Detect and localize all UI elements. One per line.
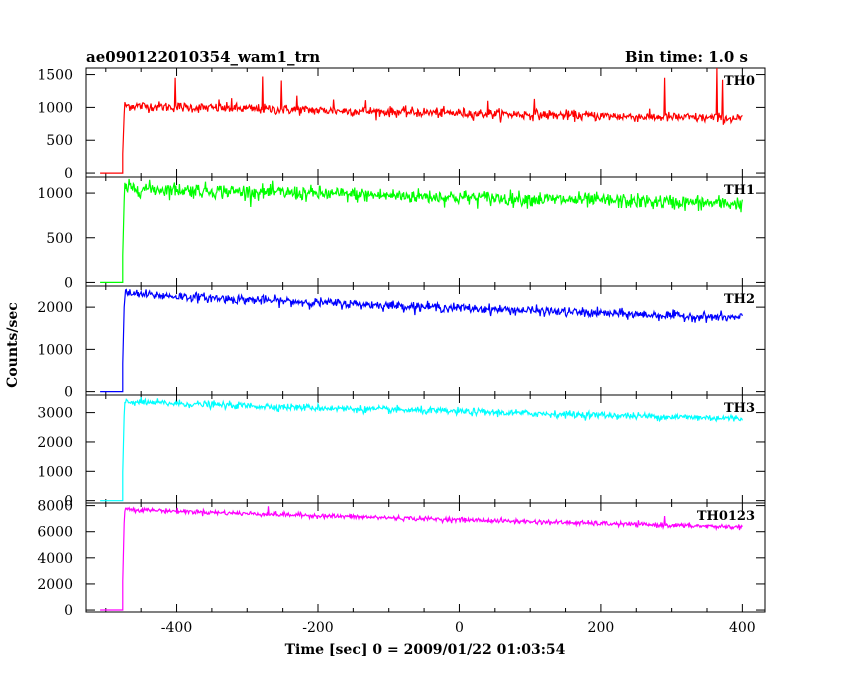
series-label: TH0 — [724, 74, 755, 89]
y-tick-label: 0 — [64, 494, 73, 510]
x-tick-label: 400 — [729, 620, 756, 636]
y-tick-label: 6000 — [37, 525, 73, 541]
y-tick-label: 0 — [64, 385, 73, 401]
y-tick-label: 0 — [64, 603, 73, 619]
panel-frame — [85, 176, 766, 287]
bin-time-label: Bin time: 1.0 s — [625, 48, 748, 66]
y-tick-label: 1000 — [37, 100, 73, 116]
x-tick-label: 0 — [455, 620, 464, 636]
series-line-th3 — [100, 397, 743, 502]
y-tick-label: 0 — [64, 166, 73, 182]
y-tick-label: 2000 — [37, 300, 73, 316]
panels-group: 0 500 1000 1500 TH0 0 500 1000 TH1 0 1000 2000 TH2 0 1… — [37, 67, 766, 619]
y-tick-label: 4000 — [37, 551, 73, 567]
series-line-th0123 — [100, 506, 743, 611]
series-line-th1 — [100, 178, 743, 283]
panel-th0: 0 500 1000 1500 TH0 — [37, 67, 766, 182]
panel-frame — [85, 285, 766, 396]
y-tick-label: 1500 — [37, 68, 73, 84]
series-line-th0 — [100, 67, 743, 174]
y-tick-label: 8000 — [37, 499, 73, 515]
panel-th2: 0 1000 2000 TH2 — [37, 285, 766, 401]
series-label: TH1 — [724, 183, 755, 198]
y-axis-label: Counts/sec — [5, 302, 21, 388]
y-tick-label: 3000 — [37, 406, 73, 422]
panel-frame — [85, 67, 766, 178]
series-line-th2 — [100, 288, 743, 393]
series-label: TH2 — [724, 292, 755, 307]
panel-th1: 0 500 1000 TH1 — [37, 176, 766, 291]
panel-th0123: 0 2000 4000 6000 8000 TH0123 — [37, 499, 766, 619]
y-tick-label: 500 — [46, 133, 73, 149]
x-tick-label: -400 — [161, 620, 192, 636]
x-tick-label: -200 — [302, 620, 333, 636]
series-label: TH3 — [724, 401, 755, 416]
y-tick-label: 1000 — [37, 464, 73, 480]
y-tick-label: 0 — [64, 275, 73, 291]
panel-th3: 0 1000 2000 3000 TH3 — [37, 394, 766, 510]
y-tick-label: 1000 — [37, 186, 73, 202]
series-label: TH0123 — [697, 509, 755, 524]
y-tick-label: 1000 — [37, 342, 73, 358]
y-tick-label: 500 — [46, 231, 73, 247]
y-tick-label: 2000 — [37, 577, 73, 593]
x-tick-label: 200 — [588, 620, 615, 636]
x-axis-label: Time [sec] 0 = 2009/01/22 01:03:54 — [285, 642, 566, 658]
chart-title: ae090122010354_wam1_trn — [86, 48, 320, 66]
y-tick-label: 2000 — [37, 435, 73, 451]
panel-frame — [85, 502, 766, 613]
x-tick-labels: -400 -200 0 200 400 — [161, 620, 756, 636]
